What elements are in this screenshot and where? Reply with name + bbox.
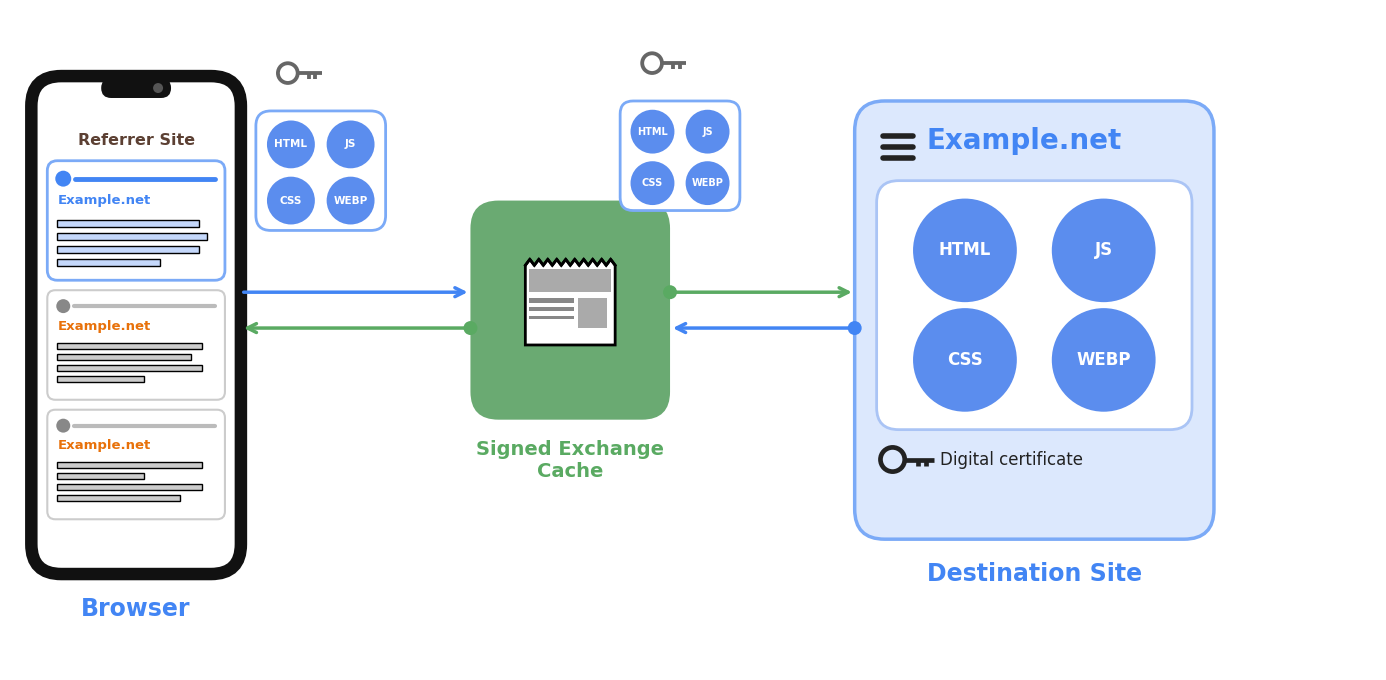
Text: HTML: HTML	[938, 241, 991, 259]
Circle shape	[913, 308, 1017, 411]
Circle shape	[57, 299, 71, 313]
Text: WEBP: WEBP	[1077, 351, 1131, 369]
FancyBboxPatch shape	[57, 354, 191, 360]
Circle shape	[55, 171, 71, 186]
Text: HTML: HTML	[638, 126, 668, 137]
Polygon shape	[525, 259, 615, 345]
Text: WEBP: WEBP	[334, 196, 367, 205]
Text: Example.net: Example.net	[57, 194, 151, 207]
Text: JS: JS	[703, 126, 712, 137]
Text: Signed Exchange: Signed Exchange	[477, 440, 664, 459]
Circle shape	[631, 109, 675, 154]
FancyBboxPatch shape	[529, 269, 611, 292]
FancyBboxPatch shape	[47, 290, 225, 400]
Text: HTML: HTML	[274, 139, 308, 150]
Text: Destination Site: Destination Site	[927, 562, 1142, 586]
FancyBboxPatch shape	[470, 201, 669, 420]
Circle shape	[848, 321, 862, 335]
Text: Example.net: Example.net	[926, 126, 1121, 155]
Circle shape	[1052, 308, 1156, 411]
FancyBboxPatch shape	[57, 473, 144, 479]
Circle shape	[686, 161, 729, 205]
FancyBboxPatch shape	[855, 101, 1214, 539]
Circle shape	[327, 120, 374, 169]
Circle shape	[463, 321, 477, 335]
FancyBboxPatch shape	[57, 233, 207, 241]
Text: Example.net: Example.net	[57, 320, 151, 333]
Text: Referrer Site: Referrer Site	[78, 133, 194, 148]
FancyBboxPatch shape	[57, 495, 180, 501]
FancyBboxPatch shape	[529, 298, 574, 303]
FancyBboxPatch shape	[256, 111, 385, 231]
FancyBboxPatch shape	[529, 307, 574, 311]
FancyBboxPatch shape	[876, 181, 1192, 430]
Circle shape	[1052, 199, 1156, 302]
Text: JS: JS	[1095, 241, 1113, 259]
Text: CSS: CSS	[280, 196, 302, 205]
Circle shape	[152, 83, 164, 93]
Text: Cache: Cache	[536, 462, 603, 481]
FancyBboxPatch shape	[47, 160, 225, 280]
Circle shape	[267, 120, 315, 169]
Circle shape	[327, 177, 374, 224]
FancyBboxPatch shape	[57, 365, 202, 371]
FancyBboxPatch shape	[57, 343, 202, 349]
FancyBboxPatch shape	[57, 462, 202, 469]
FancyBboxPatch shape	[57, 220, 200, 228]
FancyBboxPatch shape	[32, 76, 241, 574]
Circle shape	[267, 177, 315, 224]
Circle shape	[631, 161, 675, 205]
FancyBboxPatch shape	[578, 298, 607, 328]
Circle shape	[913, 199, 1017, 302]
FancyBboxPatch shape	[47, 410, 225, 520]
Text: CSS: CSS	[947, 351, 983, 369]
Text: Browser: Browser	[82, 597, 191, 621]
FancyBboxPatch shape	[57, 259, 159, 267]
Circle shape	[686, 109, 729, 154]
FancyBboxPatch shape	[57, 484, 202, 490]
Text: Digital certificate: Digital certificate	[940, 451, 1082, 469]
FancyBboxPatch shape	[57, 376, 144, 382]
FancyBboxPatch shape	[620, 101, 740, 211]
FancyBboxPatch shape	[529, 316, 574, 320]
Text: CSS: CSS	[642, 178, 663, 188]
Text: WEBP: WEBP	[692, 178, 723, 188]
Circle shape	[663, 285, 676, 299]
Text: Example.net: Example.net	[57, 439, 151, 452]
Text: JS: JS	[345, 139, 356, 150]
FancyBboxPatch shape	[57, 246, 200, 254]
Circle shape	[57, 419, 71, 432]
FancyBboxPatch shape	[101, 78, 170, 98]
